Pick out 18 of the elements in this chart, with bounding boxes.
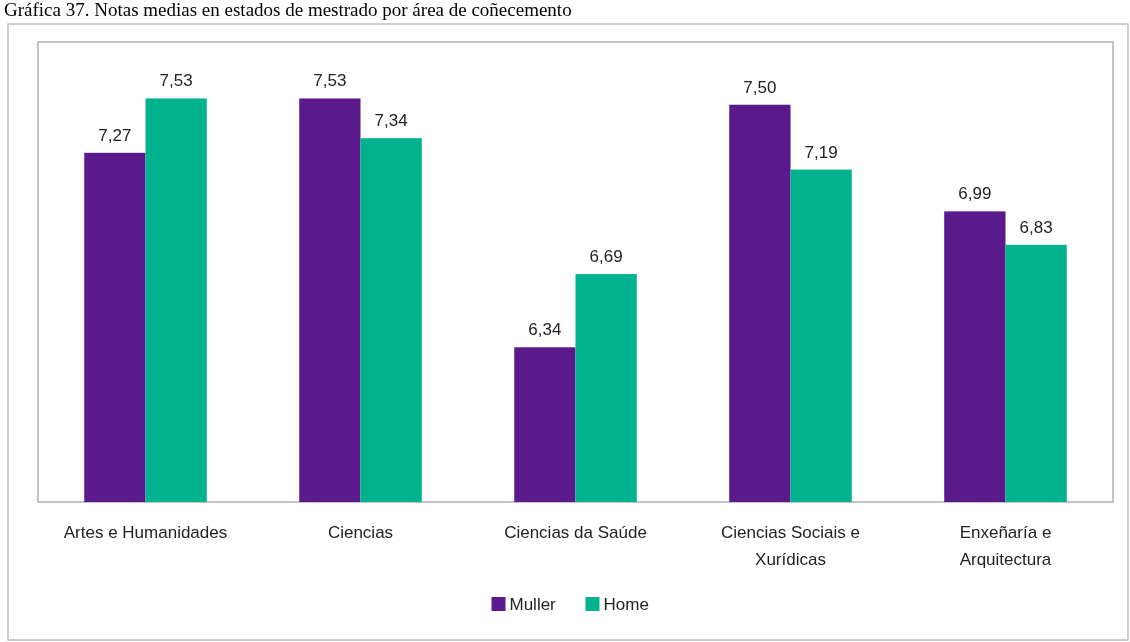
data-label: 6,34 (528, 320, 562, 340)
x-tick-label: Artes e Humanidades (63, 523, 228, 542)
x-tick-label: Ciencias da Saúde (504, 523, 647, 542)
data-label: 6,69 (589, 247, 623, 267)
x-tick-label: Ciencias Sociais e Xurídicas (721, 523, 860, 569)
chart-title: Gráfica 37. Notas medias en estados de mestrado por área de coñecemento (4, 0, 572, 20)
data-label: 7,53 (159, 71, 193, 91)
legend-label: Home (603, 595, 649, 614)
x-tick-label: Enxeñaría e Arquitectura (959, 523, 1052, 569)
data-label: 7,27 (98, 125, 132, 145)
data-label: 7,50 (743, 77, 777, 97)
data-label: 7,53 (313, 71, 347, 91)
data-label: 7,19 (804, 142, 838, 162)
data-label: 6,99 (958, 184, 992, 204)
data-label: 6,83 (1019, 217, 1053, 237)
data-label: 7,34 (374, 111, 408, 131)
x-tick-label: Ciencias (327, 523, 394, 542)
legend-label: Muller (509, 595, 557, 614)
